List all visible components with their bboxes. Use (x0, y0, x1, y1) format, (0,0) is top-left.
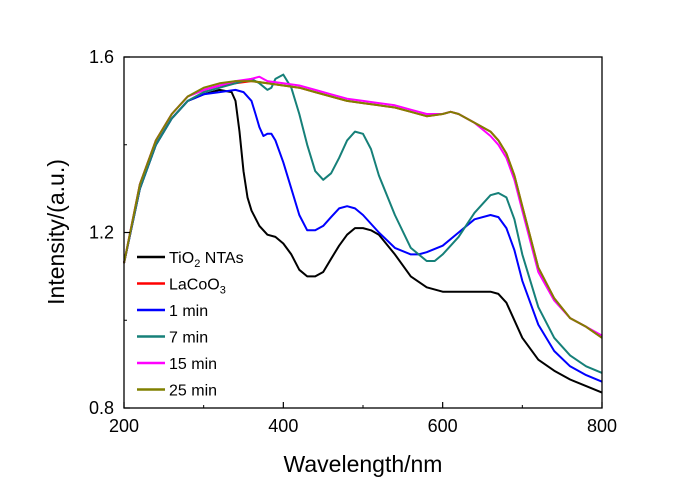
x-axis-title: Wavelength/nm (284, 451, 443, 477)
legend: TiO2 NTAs LaCoO3 1 min 7 min 15 min 25 min (137, 250, 244, 400)
x-tick-label: 200 (109, 416, 139, 436)
series-line-3 (123, 73, 603, 374)
y-axis-title: Intensity/(a.u.) (43, 159, 69, 305)
axis-ticks: 200 400 600 800 0.8 1.2 1.6 (89, 47, 617, 436)
x-tick-label: 600 (428, 416, 458, 436)
legend-label: 1 min (169, 303, 208, 320)
legend-label: 25 min (169, 383, 217, 400)
legend-label: LaCoO3 (169, 277, 226, 297)
series-line-0 (123, 88, 603, 394)
x-tick-label: 400 (268, 416, 298, 436)
series-line-2 (123, 88, 603, 383)
legend-label: TiO2 NTAs (169, 250, 244, 270)
y-tick-label: 1.6 (89, 47, 114, 67)
series-line-4 (123, 75, 603, 337)
legend-label: 7 min (169, 330, 208, 347)
series-line-1 (123, 80, 603, 339)
y-tick-label: 0.8 (89, 398, 114, 418)
series-line-5 (123, 80, 603, 339)
plot-area (123, 73, 603, 394)
x-tick-label: 800 (587, 416, 617, 436)
legend-label: 15 min (169, 356, 217, 373)
y-tick-label: 1.2 (89, 223, 114, 243)
